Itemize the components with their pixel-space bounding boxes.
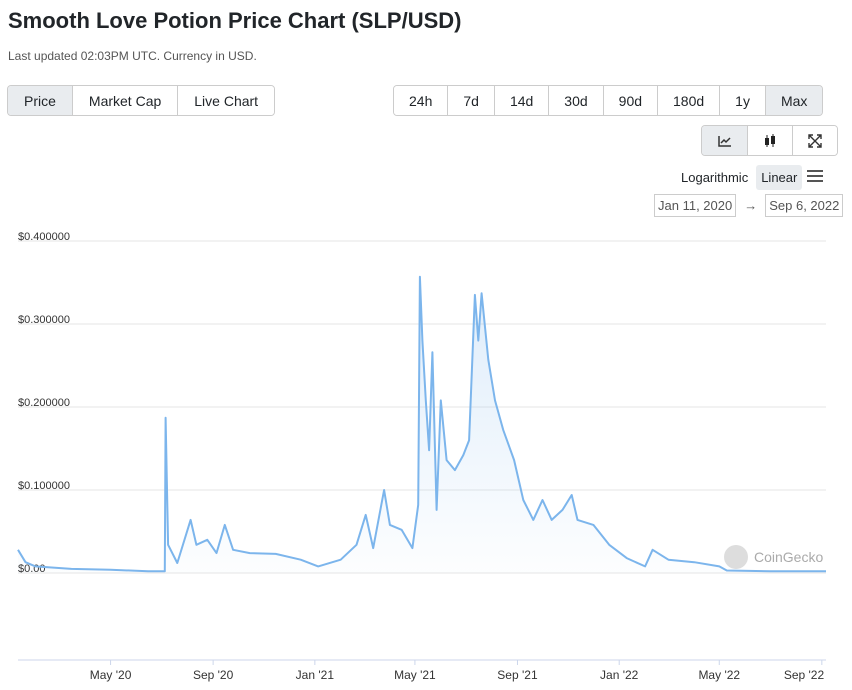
scale-switch: Logarithmic Linear <box>676 165 805 190</box>
x-tick-label: Sep '22 <box>784 668 825 682</box>
tab[interactable]: Market Cap <box>71 86 178 115</box>
x-tick-label: Jan '21 <box>296 668 335 682</box>
chart-style-group <box>701 125 838 156</box>
page-title: Smooth Love Potion Price Chart (SLP/USD) <box>8 8 462 33</box>
watermark: CoinGecko <box>754 549 823 565</box>
x-tick-label: Sep '21 <box>497 668 538 682</box>
scale-option[interactable]: Logarithmic <box>681 170 749 185</box>
range-button[interactable]: 30d <box>548 86 603 115</box>
scale-option[interactable]: Linear <box>756 165 803 190</box>
candle-icon <box>765 133 775 147</box>
expand-icon <box>808 133 822 148</box>
price-line <box>17 275 826 573</box>
fullscreen-button[interactable] <box>792 126 837 155</box>
tab-group: Price Market Cap Live Chart <box>7 85 276 116</box>
date-range: Jan 11, 2020 → Sep 6, 2022 <box>654 194 844 217</box>
subtitle: Last updated 02:03PM UTC. Currency in US… <box>8 49 257 63</box>
range-button[interactable]: 14d <box>493 86 549 115</box>
menu-icon[interactable] <box>806 168 824 184</box>
x-tick-label: May '21 <box>394 668 436 682</box>
watermark-logo <box>724 545 748 569</box>
x-tick-label: May '22 <box>698 668 740 682</box>
range-button[interactable]: Max <box>764 86 823 115</box>
tab[interactable]: Live Chart <box>177 86 275 115</box>
y-tick-label: $0.200000 <box>18 397 70 409</box>
range-button[interactable]: 180d <box>657 86 720 115</box>
x-tick-label: Sep '20 <box>193 668 234 682</box>
range-button[interactable]: 7d <box>447 86 494 115</box>
y-tick-label: $0.400000 <box>18 231 70 243</box>
tab[interactable]: Price <box>8 86 72 115</box>
y-tick-label: $0.100000 <box>18 480 70 492</box>
arrow: → <box>744 198 758 213</box>
line-chart-button[interactable] <box>702 126 747 155</box>
date-from[interactable]: Jan 11, 2020 <box>654 194 737 217</box>
range-button[interactable]: 90d <box>602 86 658 115</box>
x-tick-label: May '20 <box>90 668 132 682</box>
x-tick-label: Jan '22 <box>600 668 639 682</box>
range-group: 24h 7d 14d 30d 90d 180d 1y Max <box>393 85 824 116</box>
date-to[interactable]: Sep 6, 2022 <box>765 194 844 217</box>
range-button[interactable]: 24h <box>394 86 448 115</box>
candle-chart-button[interactable] <box>747 126 792 155</box>
y-tick-label: $0.300000 <box>18 314 70 326</box>
price-area <box>18 276 826 573</box>
line-icon <box>717 135 731 147</box>
range-button[interactable]: 1y <box>719 86 765 115</box>
